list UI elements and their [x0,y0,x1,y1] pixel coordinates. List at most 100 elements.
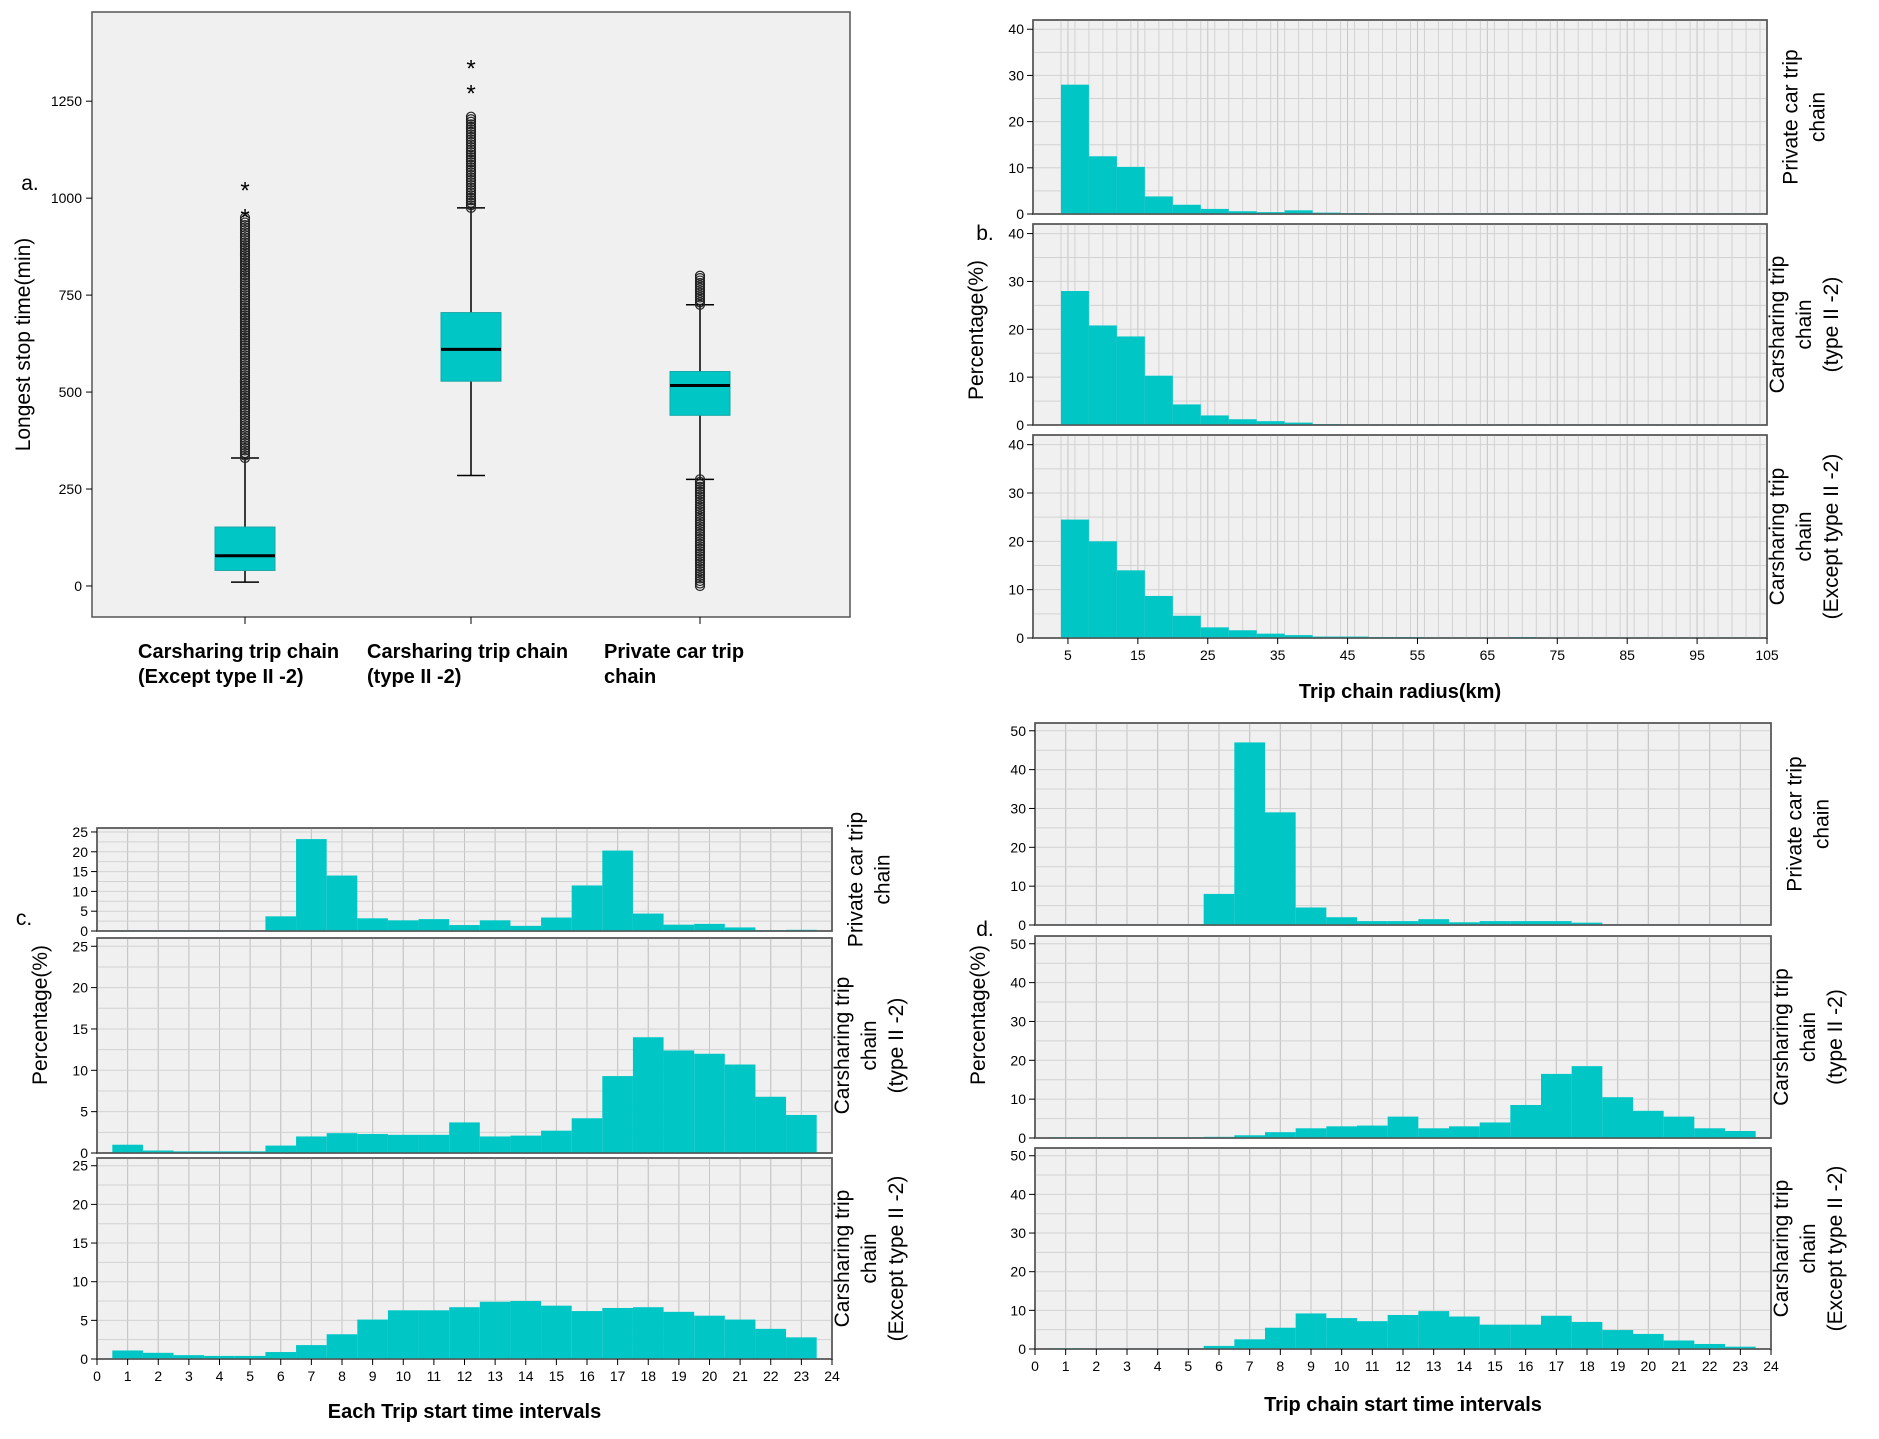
outlier [465,174,477,186]
bar [1326,917,1357,925]
outlier [239,332,251,343]
bar [694,1315,725,1359]
x-tick-label: 10 [395,1368,411,1384]
outlier [465,192,477,203]
outlier [239,312,251,323]
bar [724,927,756,931]
bar [112,1144,143,1153]
x-tick-label: 1 [124,1368,132,1384]
bar [632,913,664,931]
bar [112,1350,143,1359]
box-cat3: Private car trip chain [604,270,744,688]
bar [663,924,695,931]
bar [1663,1116,1695,1138]
y-tick-label: 40 [1008,437,1024,453]
bar [1144,196,1173,214]
outlier [239,347,251,358]
outlier [465,126,477,138]
bar [173,1355,205,1359]
subplot-private: 0 10 20 30 40 50 Private car trip chain [1010,722,1834,933]
bar [1479,921,1511,925]
bar [1449,922,1480,925]
outlier [239,432,251,444]
y-tick-label: 10 [72,1062,88,1078]
y-tick-label: 20 [1010,1264,1026,1280]
y-axis-label: Percentage(%) [967,945,990,1085]
bar [1060,84,1089,215]
bar [1172,615,1201,638]
outlier [465,121,477,132]
outlier [465,144,477,155]
outlier [465,164,477,175]
outlier [694,499,706,510]
outlier [239,445,251,456]
outlier [694,474,706,485]
bar [1256,212,1285,214]
outlier [239,375,251,386]
bar [1510,1324,1541,1349]
bar [541,1130,572,1153]
y-tick-label: 5 [80,1104,88,1120]
y-tick-label: 10 [1008,160,1024,176]
x-tick-label: 6 [277,1368,285,1384]
outlier [239,232,251,243]
side-label-line: (type II -2) [1820,277,1843,373]
outlier [465,167,477,178]
outlier [694,496,706,507]
y-tick-label: 0 [1018,1341,1026,1357]
outlier [465,179,477,191]
y-tick-label: 20 [1008,533,1024,549]
outlier [694,479,706,490]
outlier [694,294,706,306]
bar [204,1151,235,1153]
panel-label: a. [21,172,39,195]
outlier [694,541,706,552]
outlier [239,277,251,288]
outlier [465,111,477,122]
x-tick-label: 1 [1062,1358,1070,1374]
x-tick-label: 16 [1518,1358,1534,1374]
outlier [465,185,477,196]
y-tick-label: 20 [72,844,88,860]
y-tick-label: 0 [1018,1130,1026,1146]
bar [387,920,419,931]
outlier [694,573,706,584]
bar [449,1122,480,1153]
outlier [239,447,251,459]
y-tick-label: 10 [72,883,88,899]
bar [1418,1128,1449,1138]
y-tick-label: 25 [72,938,88,954]
outlier [465,124,477,135]
outlier [239,350,251,361]
bar [1510,1104,1541,1138]
outlier [239,402,251,414]
plot-frame [1032,434,1768,639]
y-tick-label: 10 [1010,878,1026,894]
bar [1256,633,1285,638]
side-label: Carsharing trip chain (type II -2) [1770,968,1847,1106]
outlier [694,494,706,505]
x-tick-label: 11 [1365,1358,1380,1374]
x-tick-label: 8 [1276,1358,1284,1374]
outlier [239,425,251,436]
bar [1326,1318,1357,1349]
bar [1284,210,1313,214]
outlier [694,526,706,537]
bar [418,1310,450,1359]
outlier [239,295,251,306]
outlier [239,290,251,301]
outlier [239,260,251,271]
bar [1602,1097,1633,1138]
x-tick-label: 55 [1410,647,1426,663]
x-tick-label: 7 [307,1368,315,1384]
x-tick-label: 16 [579,1368,595,1384]
outlier [694,503,706,515]
x-tick-label: 20 [1641,1358,1657,1374]
outlier [239,437,251,449]
x-tick-label: 4 [1154,1358,1162,1374]
bar [1144,595,1173,638]
outlier [239,362,251,373]
outlier [694,270,706,281]
bar [142,1352,174,1359]
x-tick-label: 15 [1130,647,1146,663]
